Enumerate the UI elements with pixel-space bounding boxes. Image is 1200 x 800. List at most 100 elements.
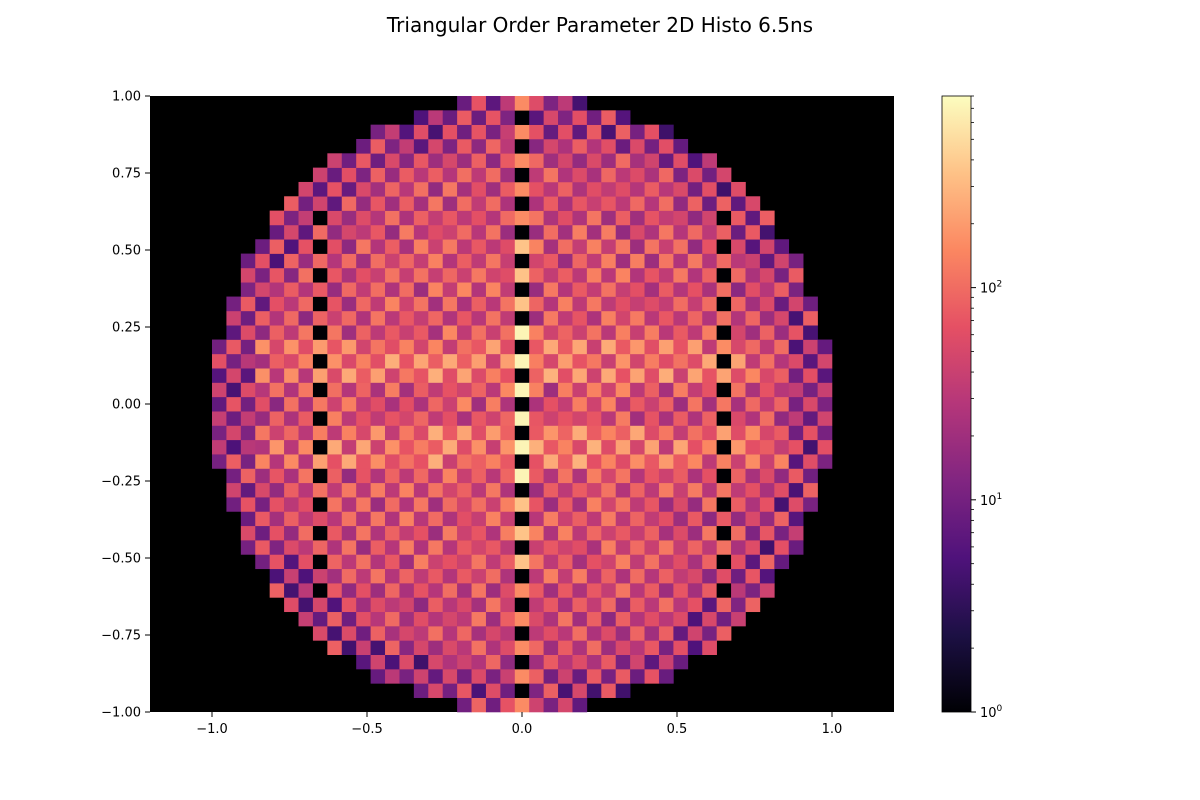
heatmap-cell [558,196,573,211]
heatmap-cell [442,167,458,183]
heatmap-cell [500,540,516,555]
heatmap-cell [471,310,487,326]
heatmap-cell [356,396,371,412]
heatmap-cell [327,153,343,168]
heatmap-cell [716,325,732,340]
heatmap-cell [312,482,328,498]
heatmap-cell [312,611,328,627]
heatmap-cell [471,454,487,469]
heatmap-cell [226,382,242,398]
heatmap-cell [731,411,746,426]
heatmap-cell [327,181,343,197]
heatmap-cell [500,439,516,455]
heatmap-cell [442,196,458,211]
heatmap-cell [644,425,660,441]
heatmap-cell [428,368,443,383]
heatmap-cell [471,626,487,641]
heatmap-cell [615,482,631,498]
heatmap-cell [385,411,400,426]
heatmap-cell [514,124,530,140]
heatmap-cell [471,468,487,484]
heatmap-cell [803,353,818,369]
heatmap-cell [413,325,429,340]
heatmap-cell [370,669,386,684]
heatmap-cell [370,411,386,426]
heatmap-cell [601,583,617,598]
heatmap-cell [803,325,818,340]
heatmap-cell [529,554,544,570]
heatmap-cell [774,540,790,555]
heatmap-cell [370,597,386,613]
heatmap-cell [327,568,343,584]
heatmap-cell [500,296,516,312]
heatmap-cell [716,296,732,312]
heatmap-cell [529,339,544,355]
heatmap-cell [341,210,357,226]
heatmap-cell [716,497,732,512]
heatmap-cell [485,697,501,713]
heatmap-cell [341,482,357,498]
heatmap-cell [731,239,746,254]
heatmap-cell [356,282,371,297]
heatmap-cell [269,468,285,484]
heatmap-cell [658,124,674,140]
heatmap-cell [543,396,559,412]
heatmap-cell [817,353,833,369]
heatmap-cell [399,138,415,154]
heatmap-cell [284,468,299,484]
heatmap-cell [673,583,689,598]
heatmap-cell [687,482,703,498]
heatmap-cell [759,554,775,570]
heatmap-cell [803,454,818,469]
heatmap-cell [601,310,617,326]
heatmap-cell [601,468,617,484]
heatmap-cell [745,497,761,512]
heatmap-cell [558,353,573,369]
heatmap-cell [615,124,631,140]
heatmap-cell [341,439,357,455]
heatmap-cell [630,396,645,412]
heatmap-cell [341,353,357,369]
heatmap-cell [788,497,804,512]
heatmap-cell [413,511,429,527]
heatmap-cell [658,396,674,412]
heatmap-cell [658,411,674,426]
heatmap-cell [716,554,732,570]
heatmap-cell [586,669,602,684]
heatmap-cell [341,368,357,383]
heatmap-cell [731,439,746,455]
heatmap-cell [615,210,631,226]
heatmap-cell [457,339,472,355]
heatmap-cell [673,411,689,426]
heatmap-cell [615,267,631,283]
heatmap-cell [731,325,746,340]
heatmap-cell [514,167,530,183]
heatmap-cell [803,497,818,512]
heatmap-cell [759,396,775,412]
heatmap-cell [658,482,674,498]
heatmap-cell [284,554,299,570]
heatmap-cell [399,511,415,527]
heatmap-cell [356,482,371,498]
heatmap-cell [658,525,674,541]
heatmap-cell [298,540,314,555]
heatmap-cell [774,368,790,383]
heatmap-cell [500,568,516,584]
heatmap-cell [572,239,588,254]
heatmap-cell [327,353,343,369]
heatmap-cell [644,138,660,154]
heatmap-cell [586,396,602,412]
heatmap-cell [572,411,588,426]
heatmap-cell [500,325,516,340]
heatmap-cell [673,482,689,498]
heatmap-cell [298,210,314,226]
heatmap-cell [673,282,689,297]
heatmap-cell [586,239,602,254]
heatmap-cell [457,626,472,641]
heatmap-cell [572,210,588,226]
heatmap-cell [471,525,487,541]
heatmap-cell [399,583,415,598]
heatmap-cell [471,482,487,498]
heatmap-cell [457,368,472,383]
heatmap-cell [759,497,775,512]
